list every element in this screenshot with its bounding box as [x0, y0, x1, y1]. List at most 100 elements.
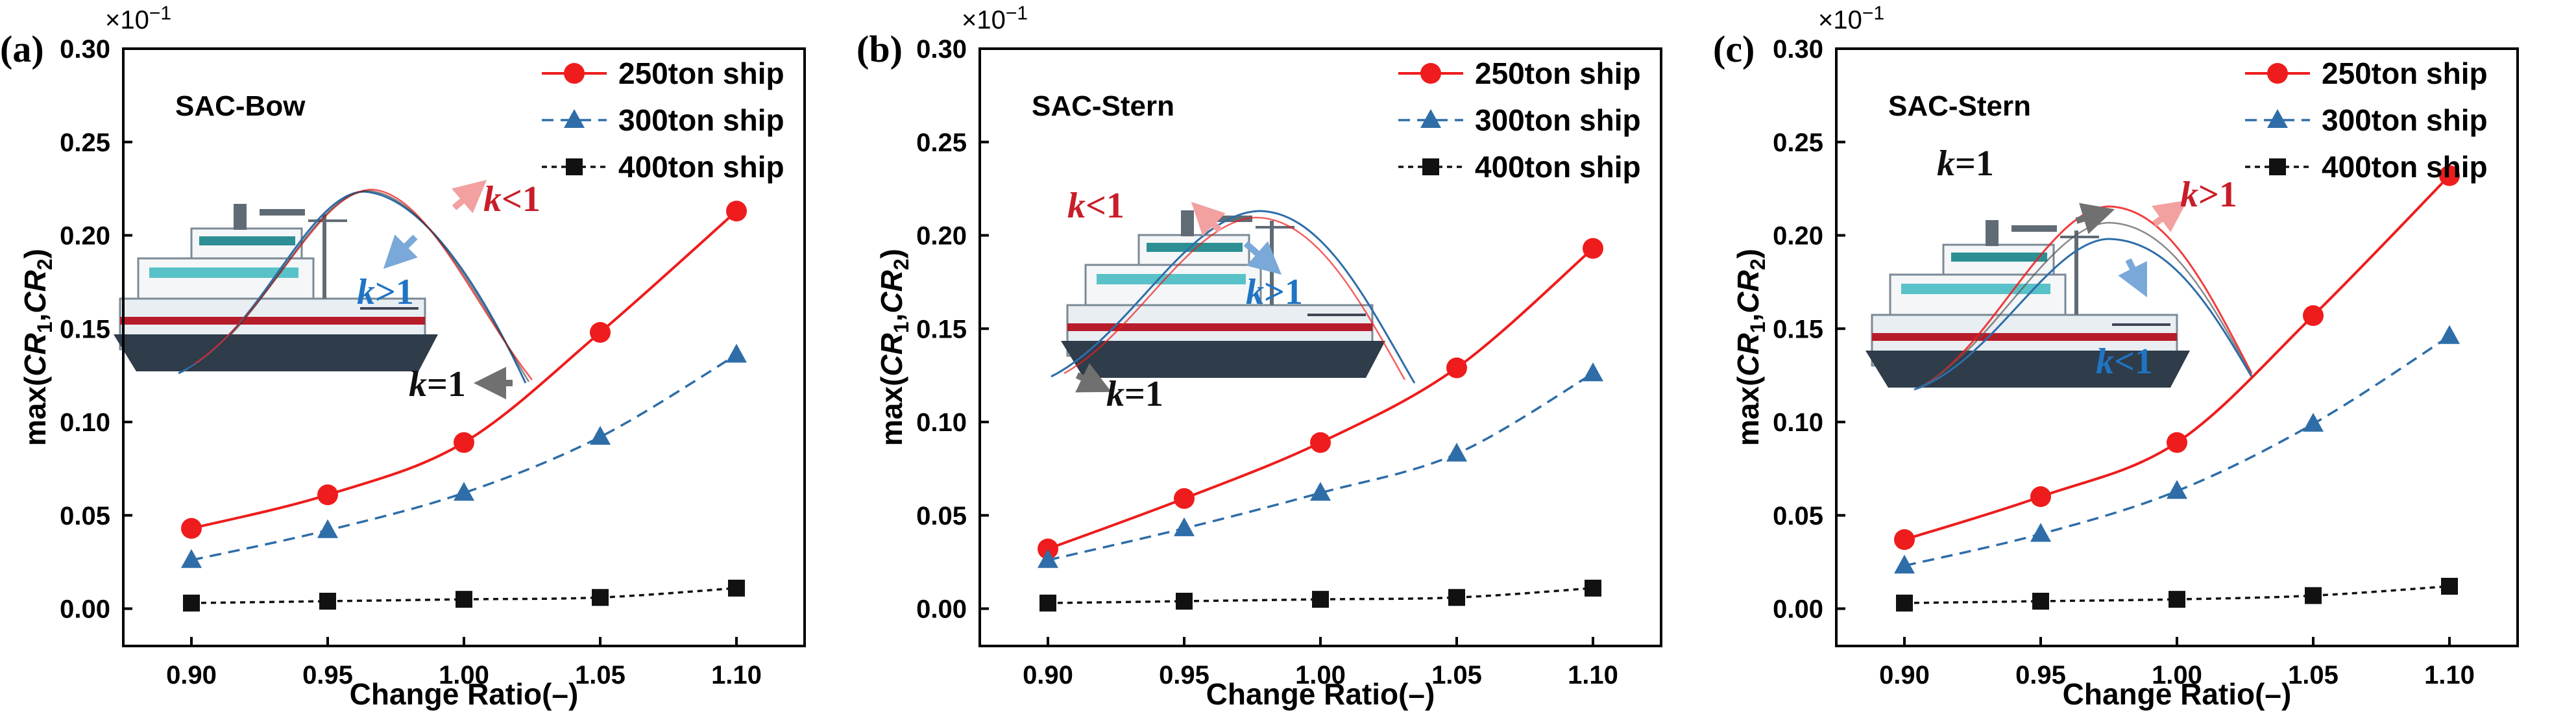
legend-item: 250ton ship [2245, 56, 2488, 90]
panel-title: SAC-Bow [175, 90, 306, 122]
x-axis-title: Change Ratio(–) [350, 677, 579, 711]
y-tick-label: 0.20 [1773, 222, 1823, 251]
y-axis-sep: , [875, 314, 908, 322]
data-point [2169, 591, 2185, 608]
legend-label: 250ton ship [618, 56, 784, 90]
k-label-lt-1: k<1 [1067, 186, 1124, 226]
data-point [2167, 432, 2187, 453]
legend-label: 400ton ship [1475, 150, 1641, 184]
legend-swatch-marker [2269, 158, 2286, 175]
series-s300 [1894, 325, 2460, 574]
k-operator: >1 [375, 272, 414, 312]
arrow-k-gt-1 [1243, 241, 1282, 275]
k-letter: k [409, 364, 427, 404]
series-line [1047, 372, 1594, 562]
k-letter: k [2180, 175, 2198, 215]
legend-label: 250ton ship [1475, 56, 1641, 90]
curve-k-lt-1 [1914, 238, 2253, 391]
multiplier-exponent: −1 [149, 3, 171, 24]
x-tick-label: 1.05 [575, 661, 626, 689]
y-tick-label: 0.10 [60, 408, 110, 437]
legend-item: 300ton ship [1398, 103, 1641, 137]
axis-multiplier: ×10−1 [1818, 3, 1884, 34]
legend-item: 400ton ship [2245, 150, 2488, 184]
data-point [1585, 579, 1601, 597]
k-operator: >1 [2198, 175, 2237, 215]
x-tick-label: 1.10 [2424, 661, 2475, 689]
arrow-k-eq-1 [2075, 203, 2115, 234]
y-axis-sub: 2 [33, 258, 56, 270]
k-label-lt-1: k<1 [2096, 341, 2153, 382]
y-axis-cr: CR [1731, 333, 1765, 376]
k-operator: <1 [1086, 186, 1124, 226]
plot-frame [978, 47, 1662, 647]
y-tick-label: 0.30 [916, 35, 967, 64]
data-point [1583, 362, 1603, 382]
y-tick-label: 0.25 [916, 129, 967, 157]
legend-label: 300ton ship [1475, 103, 1641, 137]
y-axis-title: max(CR1,CR2) [18, 249, 56, 446]
data-point [454, 482, 474, 501]
k-label-lt-1: k<1 [483, 179, 541, 219]
legend-item: 250ton ship [1398, 56, 1641, 90]
series-s250 [1038, 238, 1603, 560]
y-tick-label: 0.10 [1773, 408, 1823, 437]
k-operator: >1 [1264, 272, 1303, 312]
y-tick-label: 0.30 [60, 35, 110, 64]
data-point [181, 517, 202, 539]
y-axis-suffix: ) [1731, 249, 1765, 258]
k-letter: k [1937, 143, 1955, 184]
multiplier-base: ×10 [1818, 6, 1862, 34]
k-letter: k [483, 179, 502, 219]
x-tick-label: 0.95 [1159, 661, 1209, 689]
y-axis-cr: CR [875, 333, 908, 376]
legend-swatch-marker [564, 109, 585, 128]
k-label-eq-1: k=1 [1937, 143, 1994, 184]
legend-label: 300ton ship [618, 103, 784, 137]
data-point [2441, 578, 2458, 595]
arrow-k-lt-1 [451, 179, 487, 214]
data-point [2305, 587, 2322, 604]
data-point [2032, 593, 2049, 610]
pressure-curves [178, 179, 533, 399]
series-s250 [181, 201, 747, 539]
arrow-k-lt-1 [2118, 258, 2147, 297]
y-axis-prefix: max( [18, 376, 52, 446]
y-tick-label: 0.15 [60, 315, 110, 343]
x-axis-title: Change Ratio(–) [2063, 677, 2292, 711]
data-point [726, 343, 747, 363]
x-tick-label: 1.05 [1431, 661, 1482, 689]
y-tick-label: 0.00 [60, 595, 110, 624]
k-operator: <1 [2114, 341, 2153, 382]
legend-item: 250ton ship [542, 56, 784, 90]
data-point [2030, 523, 2051, 542]
x-tick-label: 0.95 [302, 661, 353, 689]
y-axis-suffix: ) [875, 249, 908, 258]
x-tick-label: 1.00 [1295, 661, 1346, 689]
legend-item: 400ton ship [1398, 150, 1641, 184]
y-axis-sub: 2 [890, 258, 913, 270]
y-axis-title: max(CR1,CR2) [875, 249, 913, 446]
y-axis-prefix: max( [1731, 376, 1765, 446]
legend-item: 300ton ship [2245, 103, 2488, 137]
data-point [726, 201, 747, 222]
y-axis-sub: 1 [1746, 321, 1769, 333]
y-axis-sep: , [1731, 314, 1765, 322]
panel-title: SAC-Stern [1032, 90, 1174, 122]
data-point [456, 591, 472, 608]
data-point [1446, 442, 1467, 462]
pressure-curves [1914, 200, 2253, 391]
y-tick-label: 0.15 [916, 315, 967, 343]
y-axis-sub: 1 [890, 321, 913, 333]
data-point [1583, 238, 1603, 259]
data-point [317, 519, 338, 538]
data-point [1038, 549, 1058, 568]
y-axis-cr: CR [18, 270, 52, 313]
y-tick-label: 0.00 [1773, 595, 1823, 624]
panel-letter: (a) [0, 28, 44, 70]
data-point [183, 594, 200, 612]
axis-multiplier: ×10−1 [962, 3, 1028, 34]
data-point [728, 579, 745, 597]
x-tick-label: 0.95 [2015, 661, 2066, 689]
ship-illustration [1061, 210, 1385, 378]
